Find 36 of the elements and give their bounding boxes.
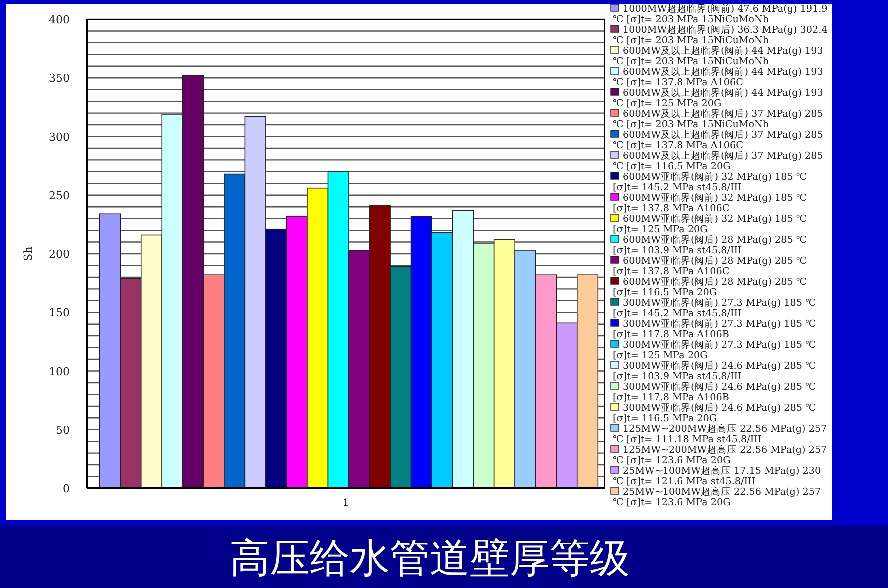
y-tick-label: 150 xyxy=(49,306,70,320)
y-tick-label: 200 xyxy=(49,248,70,261)
legend-label: 600MW亚临界(阀前) 32 MPa(g) 185 ℃ [σ]t= 125 MPa 20G xyxy=(613,213,808,236)
legend-label: 600MW及以上超临界(阀后) 37 MPa(g) 285 ℃ [σ]t= 203 MPa 15NiCuMoNb xyxy=(613,108,824,130)
legend-label: 300MW亚临界(阀前) 27.3 MPa(g) 185 ℃ [σ]t= 117.8 MPa A106B xyxy=(613,318,817,340)
y-tick-label: 50 xyxy=(56,424,70,437)
legend-label: 300MW亚临界(阀前) 27.3 MPa(g) 185 ℃ [σ]t= 125 MPa 20G xyxy=(613,339,817,362)
legend-label: 300MW亚临界(阀后) 24.6 MPa(g) 285 ℃ [σ]t= 116.5 MPa 20G xyxy=(613,402,817,424)
legend-label: 125MW~200MW超高压 22.56 MPa(g) 257 ℃ [σ]t= 123.6 MPa 20G xyxy=(613,444,828,466)
legend-label: 300MW亚临界(阀后) 24.6 MPa(g) 285 ℃ [σ]t= 103.9 MPa st45.8/III xyxy=(613,360,817,382)
legend-label: 300MW亚临界(阀前) 27.3 MPa(g) 185 ℃ [σ]t= 145.2 MPa st45.8/III xyxy=(613,297,817,320)
legend-label: 600MW亚临界(阀后) 28 MPa(g) 285 ℃ [σ]t= 103.9 MPa st45.8/III xyxy=(613,234,808,256)
legend-label: 300MW亚临界(阀后) 24.6 MPa(g) 285 ℃ [σ]t= 117.8 MPa A106B xyxy=(613,381,817,404)
y-tick-label: 400 xyxy=(49,14,70,26)
legend-label: 600MW亚临界(阀前) 32 MPa(g) 185 ℃ [σ]t= 137.8 MPa A106C xyxy=(613,192,808,214)
y-tick-label: 0 xyxy=(63,482,70,496)
legend-label: 600MW及以上超临界(阀后) 37 MPa(g) 285 ℃ [σ]t= 137.8 MPa A106C xyxy=(613,129,824,152)
y-tick-label: 100 xyxy=(49,365,70,378)
x-tick-label: 1 xyxy=(342,498,350,509)
legend-label: 600MW亚临界(阀后) 28 MPa(g) 285 ℃ [σ]t= 116.5 MPa 20G xyxy=(613,276,808,298)
legend-label: 600MW及以上超临界(阀前) 44 MPa(g) 193 ℃ [σ]t= 125 MPa 20G xyxy=(613,87,824,110)
text: 高压给水管道壁厚等级 xyxy=(230,536,630,582)
legend-label: 1000MW超超临界(阀后) 36.3 MPa(g) 302.4 ℃ [σ]t= 203 MPa 15NiCuMoNb xyxy=(613,24,828,46)
legend-label: 1000MW超超临界(阀前) 47.6 MPa(g) 191.9 ℃ [σ]t= 203 MPa 15NiCuMoNb xyxy=(613,3,828,26)
legend-label: 600MW及以上超临界(阀前) 44 MPa(g) 193 ℃ [σ]t= 137.8 MPa A106C xyxy=(613,66,824,88)
legend-label: 600MW亚临界(阀前) 32 MPa(g) 185 ℃ [σ]t= 145.2 MPa st45.8/III xyxy=(613,171,808,194)
legend-label: 125MW~200MW超高压 22.56 MPa(g) 257 ℃ [σ]t= 111.18 MPa st45.8/III xyxy=(613,423,828,446)
legend-label: 600MW及以上超临界(阀前) 44 MPa(g) 193 ℃ [σ]t= 203 MPa 15NiCuMoNb xyxy=(613,45,824,68)
y-axis-title: Sh xyxy=(22,246,35,262)
legend-label: 600MW亚临界(阀后) 28 MPa(g) 285 ℃ [σ]t= 137.8 MPa A106C xyxy=(613,255,808,278)
legend-label: 600MW及以上超临界(阀后) 37 MPa(g) 285 ℃ [σ]t= 116.5 MPa 20G xyxy=(613,150,824,172)
legend-label: 25MW~100MW超高压 22.56 MPa(g) 257 ℃ [σ]t= 123.6 MPa 20G xyxy=(613,486,822,508)
y-tick-label: 300 xyxy=(49,130,70,144)
legend-label: 25MW~100MW超高压 17.15 MPa(g) 230 ℃ [σ]t= 121.6 MPa st45.8/III xyxy=(613,465,822,488)
y-tick-label: 350 xyxy=(49,72,70,86)
y-tick-label: 250 xyxy=(49,189,70,202)
